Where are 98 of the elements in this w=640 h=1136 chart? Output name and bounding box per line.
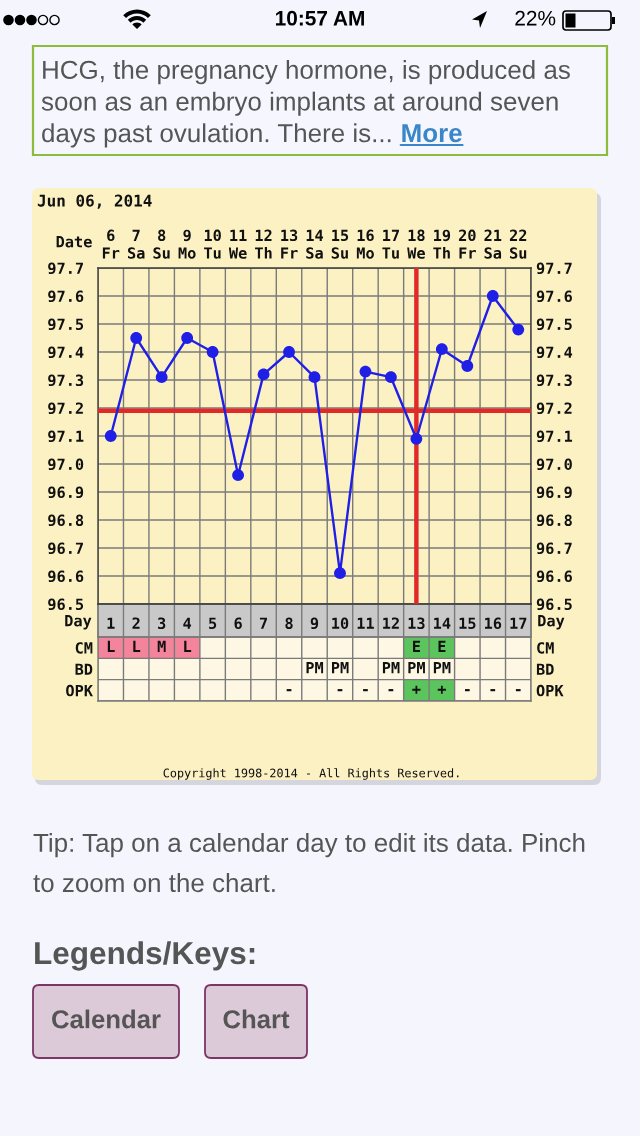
text: - [464,689,470,692]
text: More [402,124,462,143]
text: - [515,689,521,692]
x2-tick-label: 9 Mo [178,229,196,259]
x2-tick-label: 17 Tu [382,229,399,259]
category-label: OPK [66,684,93,697]
y2-tick-label: 97.7 [536,262,572,275]
x2-tick-label: 6 Fr [102,229,120,259]
x2-tick-label: 14 Sa [306,229,324,259]
y2-tick-label: 97.1 [536,430,573,443]
category-label: CM [75,642,93,654]
point [206,346,219,358]
y2-tick-label: 96.9 [536,486,572,499]
y-tick-label: 97.1 [48,430,84,443]
x2-tick-label: 21 Sa [484,229,502,259]
text: 10:57 AM [275,10,364,26]
category-label: CM [537,642,554,654]
y-tick-label: 96.9 [48,486,84,499]
point [410,432,423,445]
y-tick-label: 96.5 [48,598,84,611]
point [334,567,346,580]
x2-tick-label: 10 Tu [204,229,221,259]
x2-tick-label: 8 Su [153,229,170,259]
x2-axis-title: Date [56,236,92,248]
y-tick-label: 97.4 [48,346,84,359]
y-tick-label: 96.7 [48,542,83,555]
text: Legends/Keys: [35,941,255,971]
category-label: BD [536,663,554,675]
text: PM [306,662,324,674]
y-tick-label: 96.8 [48,514,84,527]
text: - [490,689,496,692]
point [283,346,295,358]
text: L [184,640,192,652]
text: Day [538,615,565,630]
point [385,371,397,384]
point [512,323,525,336]
point [130,332,143,344]
y-tick-label: 97.0 [48,458,84,471]
text: Calendar [52,1009,161,1029]
y-tick-label: 97.3 [48,374,84,387]
text: PM [382,662,400,674]
y-tick-label: 97.6 [48,290,84,303]
text: - [286,689,292,692]
x2-tick-label: 15 Su [331,229,349,259]
y2-tick-label: 97.4 [536,346,573,359]
y2-tick-label: 97.6 [536,290,572,303]
y2-tick-label: 97.0 [536,458,572,471]
x2-tick-label: 20 Fr [458,229,476,259]
y2-tick-label: 97.3 [536,374,572,387]
point [486,290,499,302]
text: PM [433,662,451,674]
text: - [388,689,394,692]
x2-tick-label: 19 Th [433,229,451,259]
chart-title: Jun 06, 2014 [37,194,152,209]
text: - [337,689,343,692]
text: - [363,689,368,692]
text: M [157,640,166,652]
point [232,469,244,482]
y-tick-label: 96.6 [48,570,84,583]
text: Copyright 1998-2014 - All Rights Reserved. [163,768,459,780]
text: E [438,640,446,652]
y-tick-label: 97.2 [48,402,83,415]
x2-tick-label: 22 Su [509,229,527,259]
y2-tick-label: 97.5 [536,318,572,331]
text: L [133,640,141,652]
text: E [413,640,420,652]
point [461,360,474,372]
y2-tick-label: 96.5 [536,598,572,611]
y2-tick-label: 96.7 [536,542,572,555]
text: + [437,685,446,694]
point [155,371,168,384]
x2-tick-label: 11 We [228,229,247,259]
x2-tick-label: 13 Fr [281,229,298,259]
point [104,430,117,442]
y-tick-label: 97.7 [48,262,83,275]
text: Chart [223,1009,290,1029]
y2-tick-label: 96.6 [536,570,572,583]
text: PM [331,662,349,674]
point [359,365,372,378]
text: + [412,685,421,694]
category-label: BD [75,663,93,675]
y2-tick-label: 96.8 [536,514,572,527]
point [257,368,270,381]
text: PM [408,662,425,674]
x2-tick-label: 12 Th [255,229,272,259]
y-tick-label: 97.5 [48,318,84,331]
category-label: OPK [536,684,564,697]
point [308,371,321,384]
text: L [107,640,115,652]
text: Tip: Tap on a calendar day to edit its data. Pinch to zoom on the chart. [33,833,585,893]
x2-tick-label: 18 We [407,229,425,259]
text: 22% [515,10,556,26]
x2-tick-label: 16 Mo [356,229,374,259]
point [435,343,448,356]
point [181,332,194,344]
x2-tick-label: 7 Sa [127,229,145,259]
y2-tick-label: 97.2 [536,402,572,415]
x-axis-title: Day [65,615,92,630]
